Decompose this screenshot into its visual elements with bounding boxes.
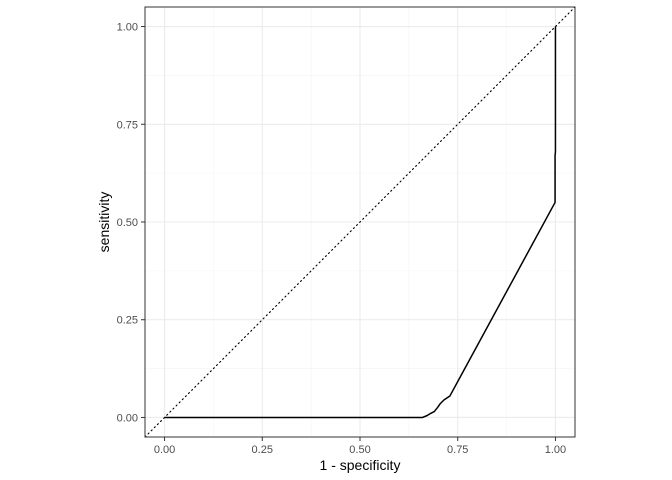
series-layer — [164, 26, 557, 419]
y-tick-label: 0.25 — [117, 315, 138, 327]
roc-curve-0 — [164, 26, 557, 419]
x-tick-label: 0.50 — [349, 444, 370, 456]
y-tick-label: 0.50 — [117, 217, 138, 229]
y-tick-label: 1.00 — [117, 22, 138, 34]
reference-diagonal-line — [144, 6, 576, 438]
x-tick-label: 0.25 — [252, 444, 273, 456]
x-tick-label: 0.00 — [154, 444, 175, 456]
x-tick-label: 1.00 — [545, 444, 566, 456]
y-tick-label: 0.00 — [117, 412, 138, 424]
x-axis-ticks: 0.00 0.25 0.50 0.75 1.00 — [154, 437, 566, 456]
y-tick-label: 0.75 — [117, 119, 138, 131]
x-axis-title: 1 - specificity — [320, 457, 401, 473]
reference-diagonal — [144, 6, 576, 438]
y-axis-title: sensitivity — [96, 192, 112, 253]
y-axis-ticks: 0.00 0.25 0.50 0.75 1.00 — [117, 22, 145, 424]
x-tick-label: 0.75 — [447, 444, 468, 456]
